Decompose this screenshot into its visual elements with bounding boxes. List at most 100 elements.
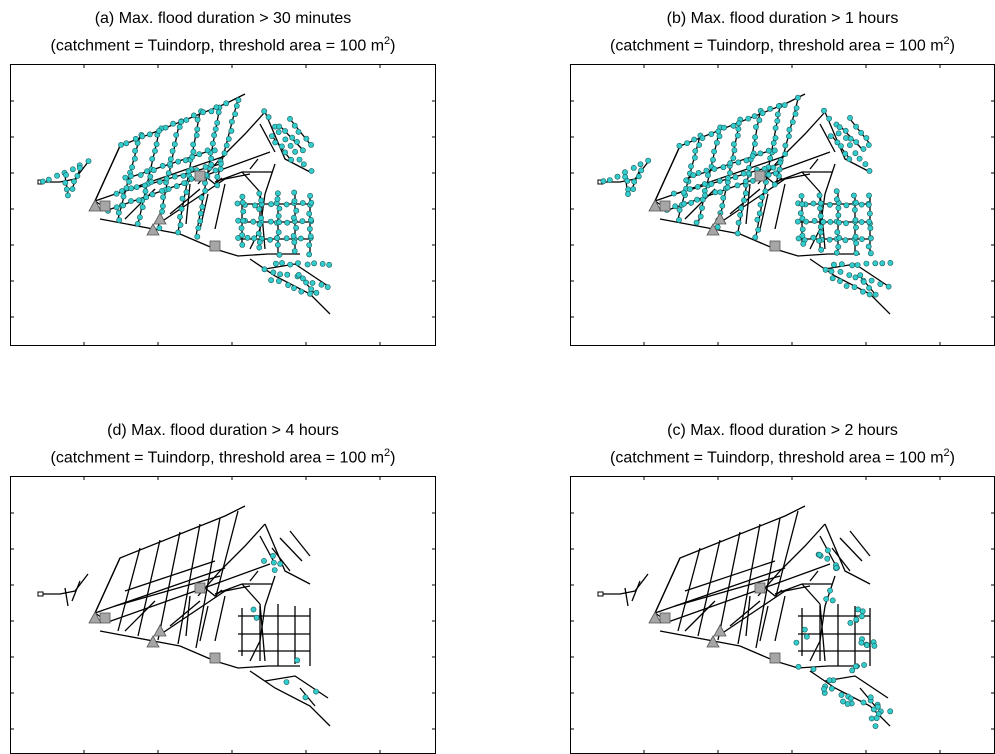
- pumping-station-0: [99, 200, 111, 212]
- flooded-node-128: [217, 160, 224, 167]
- flooded-node-27: [173, 132, 180, 138]
- flooded-node-52: [887, 708, 894, 715]
- flooded-node-118: [701, 181, 708, 187]
- flooded-node-50: [742, 190, 749, 197]
- flooded-node-135: [712, 189, 719, 196]
- sewer-pipe-9: [755, 517, 781, 649]
- flooded-node-2: [132, 147, 138, 154]
- flooded-node-6: [126, 178, 132, 185]
- sewer-pipe-30: [264, 263, 329, 287]
- flooded-node-247: [885, 283, 892, 290]
- flooded-node-264: [319, 260, 326, 267]
- flooded-node-15: [711, 148, 717, 155]
- panel-c-title-line1: (c) Max. flood duration > 2 hours: [667, 422, 898, 439]
- flooded-node-199: [291, 198, 298, 204]
- flooded-node-189: [274, 190, 281, 197]
- flooded-node-188: [256, 244, 263, 251]
- flooded-node-238: [865, 142, 872, 148]
- flooded-node-13: [716, 133, 723, 140]
- flooded-node-251: [291, 285, 297, 291]
- flooded-node-130: [113, 204, 120, 211]
- flooded-node-113: [211, 147, 218, 154]
- flooded-node-209: [308, 216, 314, 223]
- flooded-node-193: [276, 219, 283, 226]
- sewer-pipe-31: [859, 687, 876, 707]
- flooded-node-52: [738, 205, 745, 212]
- flooded-node-195: [836, 234, 843, 241]
- flooded-node-256: [308, 286, 314, 292]
- flooded-node-87: [123, 140, 130, 147]
- flooded-node-118: [141, 182, 148, 189]
- flooded-node-270: [54, 172, 60, 179]
- flooded-node-8: [120, 193, 127, 200]
- flooded-node-179: [799, 232, 806, 239]
- sewer-pipe-1: [94, 557, 121, 614]
- flooded-node-209: [866, 218, 872, 225]
- flooded-node-150: [283, 201, 290, 208]
- flooded-node-212: [306, 242, 313, 248]
- flooded-node-90: [146, 131, 153, 138]
- flooded-node-203: [852, 233, 859, 240]
- flooded-node-80: [223, 142, 230, 149]
- flooded-node-80: [782, 142, 789, 149]
- flooded-node-242: [846, 272, 853, 278]
- pumping-station-2: [209, 240, 221, 252]
- panel-d-title-line1: (d) Max. flood duration > 4 hours: [107, 422, 339, 439]
- flooded-node-237: [303, 135, 310, 142]
- flooded-node-16: [810, 666, 817, 673]
- flooded-node-52: [178, 205, 185, 212]
- flooded-node-143: [212, 167, 219, 174]
- flooded-node-104: [703, 167, 710, 174]
- panel-c-title: (c) Max. flood duration > 2 hours (catch…: [570, 420, 995, 469]
- flooded-node-170: [283, 235, 290, 242]
- flooded-node-142: [765, 171, 772, 178]
- flooded-node-93: [730, 122, 737, 129]
- flooded-node-230: [842, 127, 849, 134]
- flooded-node-86: [118, 142, 124, 148]
- flooded-node-199: [853, 199, 859, 206]
- flooded-node-42: [194, 126, 201, 133]
- flooded-node-217: [835, 130, 842, 137]
- sewer-pipe-38: [64, 587, 69, 607]
- flooded-node-2: [261, 558, 267, 564]
- flooded-node-227: [842, 150, 849, 157]
- sewer-pipe-36: [42, 573, 89, 595]
- flooded-node-206: [307, 192, 313, 199]
- flooded-node-202: [293, 224, 299, 231]
- flooded-node-101: [122, 174, 129, 181]
- flooded-node-166: [810, 234, 817, 241]
- flooded-node-20: [847, 619, 854, 626]
- flooded-node-68: [198, 194, 205, 201]
- flooded-node-266: [645, 157, 652, 164]
- sewer-pipe-34: [289, 530, 311, 557]
- sewer-pipe-34: [849, 530, 871, 557]
- flooded-node-49: [860, 699, 867, 706]
- flooded-node-22: [139, 204, 146, 211]
- flooded-node-16: [710, 156, 716, 163]
- flooded-node-214: [261, 108, 268, 115]
- flooded-node-258: [272, 260, 279, 267]
- flooded-node-212: [865, 243, 872, 250]
- flooded-node-280: [65, 192, 71, 199]
- flooded-node-183: [256, 206, 263, 212]
- flooded-node-222: [300, 161, 307, 168]
- sewer-pipe-6: [697, 539, 721, 637]
- panel-c-map: [570, 476, 995, 754]
- sewer-pipe-6: [137, 539, 161, 637]
- flooded-node-242: [284, 271, 291, 278]
- flooded-node-55: [175, 229, 181, 236]
- flooded-node-108: [735, 159, 742, 166]
- panel-a-title: (a) Max. flood duration > 30 minutes (ca…: [10, 8, 436, 57]
- flooded-node-270: [614, 173, 621, 180]
- flooded-node-152: [299, 200, 306, 206]
- flooded-node-36: [821, 686, 827, 692]
- flooded-node-81: [782, 151, 789, 157]
- flooded-node-14: [153, 141, 160, 148]
- weir-0: [88, 611, 102, 624]
- flooded-node-177: [240, 217, 246, 224]
- flooded-node-211: [307, 233, 314, 240]
- flooded-node-121: [163, 175, 170, 182]
- panel-d-frame: [10, 476, 436, 754]
- sewer-pipe-30: [264, 675, 329, 699]
- flooded-node-36: [719, 202, 726, 209]
